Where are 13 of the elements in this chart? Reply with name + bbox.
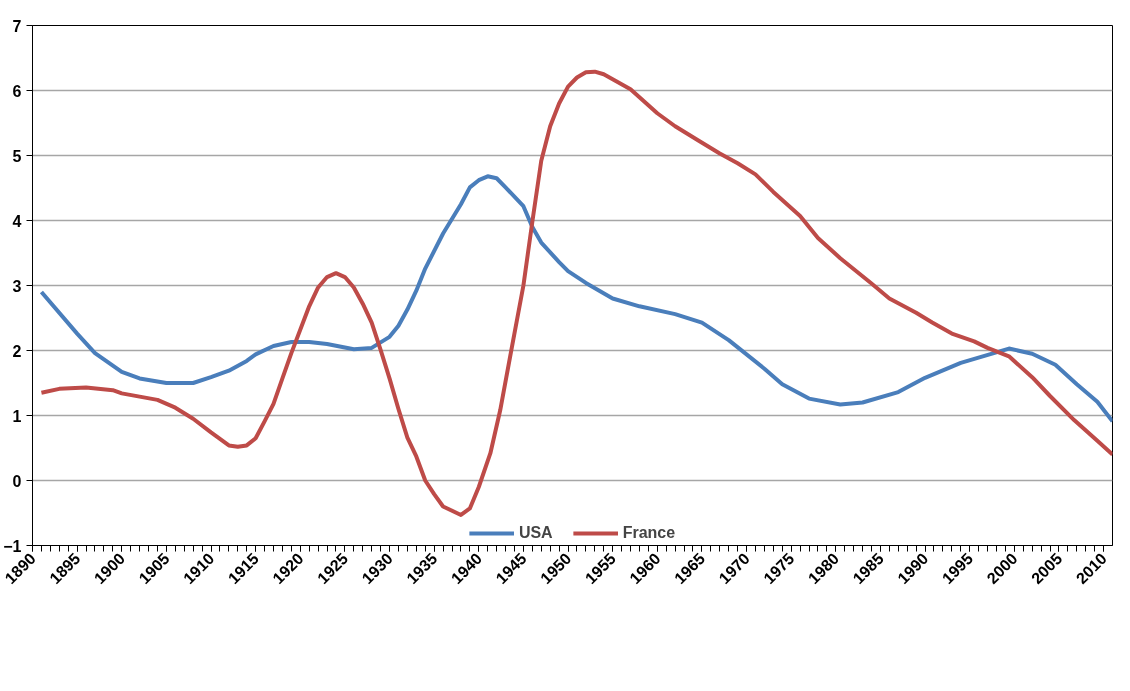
y-tick-label: 7: [12, 17, 22, 35]
y-tick-label: 2: [12, 342, 22, 360]
line-series: [39, 174, 1113, 424]
y-tick-label: 1: [12, 407, 22, 425]
y-tick-label: 6: [12, 82, 22, 100]
y-tick-label: 5: [12, 147, 22, 165]
y-tick-label: 4: [12, 212, 22, 230]
legend-label: USA: [518, 524, 553, 542]
y-tick-label: 3: [12, 277, 22, 295]
line-series: [39, 69, 1113, 517]
y-tick-label: 0: [12, 472, 22, 490]
legend-label: France: [622, 524, 676, 542]
y-tick-label: −1: [3, 537, 22, 555]
